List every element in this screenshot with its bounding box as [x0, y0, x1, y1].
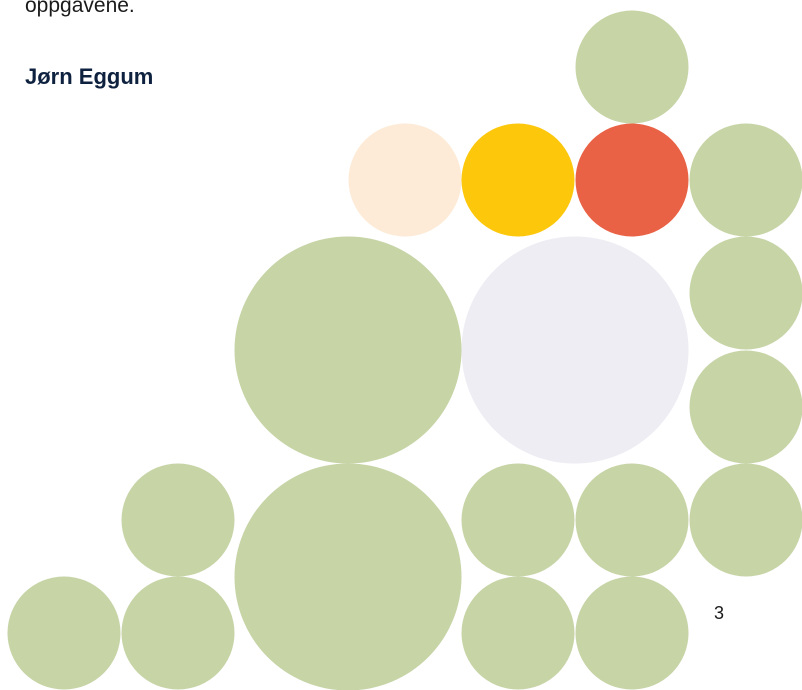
- circle: [7, 576, 121, 690]
- circle: [461, 576, 575, 690]
- circle: [575, 576, 689, 690]
- body-text: oppgavene.: [25, 0, 135, 17]
- page-number: 3: [714, 603, 725, 623]
- circle: [689, 463, 802, 577]
- circle: [575, 463, 689, 577]
- big-circle: [461, 236, 689, 464]
- circle: [689, 123, 802, 237]
- circle: [575, 123, 689, 237]
- big-circle: [234, 236, 462, 464]
- author: Jørn Eggum: [25, 64, 154, 89]
- circle: [689, 236, 802, 350]
- circle: [348, 123, 462, 237]
- big-circle: [234, 463, 462, 690]
- circle: [461, 123, 575, 237]
- circle: [575, 10, 689, 124]
- circle: [121, 576, 235, 690]
- circle: [461, 463, 575, 577]
- circle: [689, 350, 802, 464]
- circle: [121, 463, 235, 577]
